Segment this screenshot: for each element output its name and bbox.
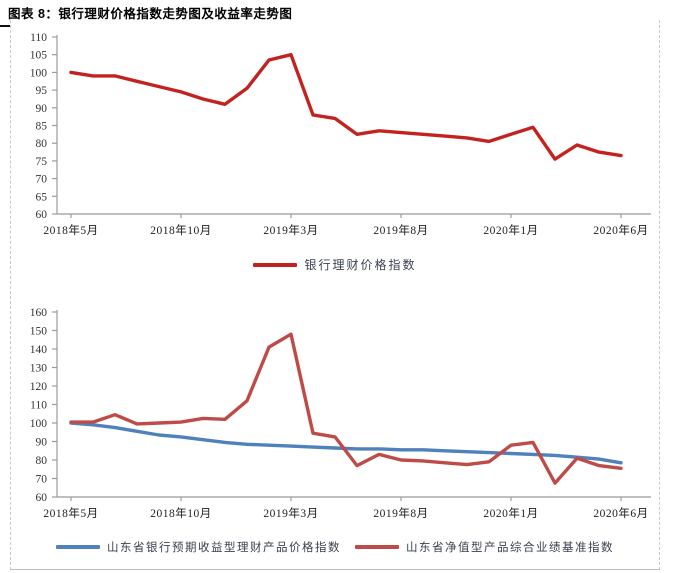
legend-item: 银行理财价格指数 <box>253 256 416 273</box>
x-tick-label: 2018年5月 <box>43 506 98 520</box>
y-tick-label: 130 <box>30 363 48 375</box>
x-tick-label: 2020年1月 <box>483 223 538 237</box>
price-index-chart-svg: 60 65 70 75 80 85 90 95 100 105 110 2018年5月 2018年10月… <box>30 32 651 237</box>
y-tick-label: 160 <box>30 307 48 319</box>
x-axis: 2018年5月 2018年10月 2019年3月 2019年8月 2020年1月 2020… <box>43 213 651 237</box>
y-tick-label: 120 <box>30 381 48 393</box>
x-tick-label: 2018年5月 <box>43 223 98 237</box>
x-tick-label: 2020年6月 <box>593 506 648 520</box>
y-tick-label: 70 <box>36 174 48 186</box>
y-tick-label: 80 <box>36 138 48 150</box>
y-tick-label: 60 <box>36 209 48 221</box>
legend-label: 山东省净值型产品综合业绩基准指数 <box>406 542 614 554</box>
y-tick-label: 90 <box>36 103 48 115</box>
y-tick-label: 95 <box>36 85 48 97</box>
expected-return-line <box>69 421 623 465</box>
x-tick-label: 2020年1月 <box>483 506 538 520</box>
y-tick-label: 65 <box>36 191 48 203</box>
x-tick-label: 2018年10月 <box>150 223 212 237</box>
y-tick-label: 110 <box>30 400 47 412</box>
x-tick-label: 2019年3月 <box>263 223 318 237</box>
x-tick-label: 2019年8月 <box>373 223 428 237</box>
shandong-index-chart: 60 70 80 90 100 110 120 130 140 150 160 2018年5月 2018… <box>11 295 659 555</box>
y-tick-label: 140 <box>30 344 48 356</box>
legend-item: 山东省净值型产品综合业绩基准指数 <box>355 539 614 555</box>
y-tick-label: 150 <box>30 326 48 338</box>
charts-gap <box>11 273 659 295</box>
y-tick-label: 70 <box>36 474 48 486</box>
y-tick-label: 90 <box>36 437 48 449</box>
y-tick-label: 75 <box>36 156 48 168</box>
x-tick-label: 2019年8月 <box>373 506 428 520</box>
y-axis: 60 70 80 90 100 110 120 130 140 150 160 <box>30 307 58 504</box>
legend-item: 山东省银行预期收益型理财产品价格指数 <box>56 539 341 555</box>
price-index-chart: 60 65 70 75 80 85 90 95 100 105 110 2018年5月 2018年10月… <box>11 20 659 273</box>
price-index-legend: 银行理财价格指数 <box>11 256 659 273</box>
legend-line-swatch <box>355 545 399 549</box>
y-tick-label: 85 <box>36 121 48 133</box>
y-tick-label: 60 <box>36 492 48 504</box>
legend-label: 银行理财价格指数 <box>304 258 417 272</box>
y-axis: 60 65 70 75 80 85 90 95 100 105 110 <box>30 32 58 221</box>
x-axis: 2018年5月 2018年10月 2019年3月 2019年8月 2020年1月 2020… <box>43 496 651 520</box>
y-tick-label: 100 <box>30 67 48 79</box>
y-tick-label: 100 <box>30 418 48 430</box>
legend-line-swatch <box>253 262 298 267</box>
legend-line-swatch <box>56 545 100 549</box>
nav-benchmark-line <box>69 332 623 485</box>
x-tick-label: 2019年3月 <box>263 506 318 520</box>
shandong-index-legend: 山东省银行预期收益型理财产品价格指数 山东省净值型产品综合业绩基准指数 <box>11 539 659 555</box>
x-tick-label: 2018年10月 <box>150 506 212 520</box>
price-index-line <box>69 53 623 161</box>
legend-label: 山东省银行预期收益型理财产品价格指数 <box>107 542 341 554</box>
y-tick-label: 105 <box>30 50 48 62</box>
y-tick-label: 80 <box>36 455 48 467</box>
y-tick-label: 110 <box>30 32 47 44</box>
chart-box: 60 65 70 75 80 85 90 95 100 105 110 2018年5月 2018年10月… <box>10 20 660 570</box>
x-tick-label: 2020年6月 <box>593 223 648 237</box>
